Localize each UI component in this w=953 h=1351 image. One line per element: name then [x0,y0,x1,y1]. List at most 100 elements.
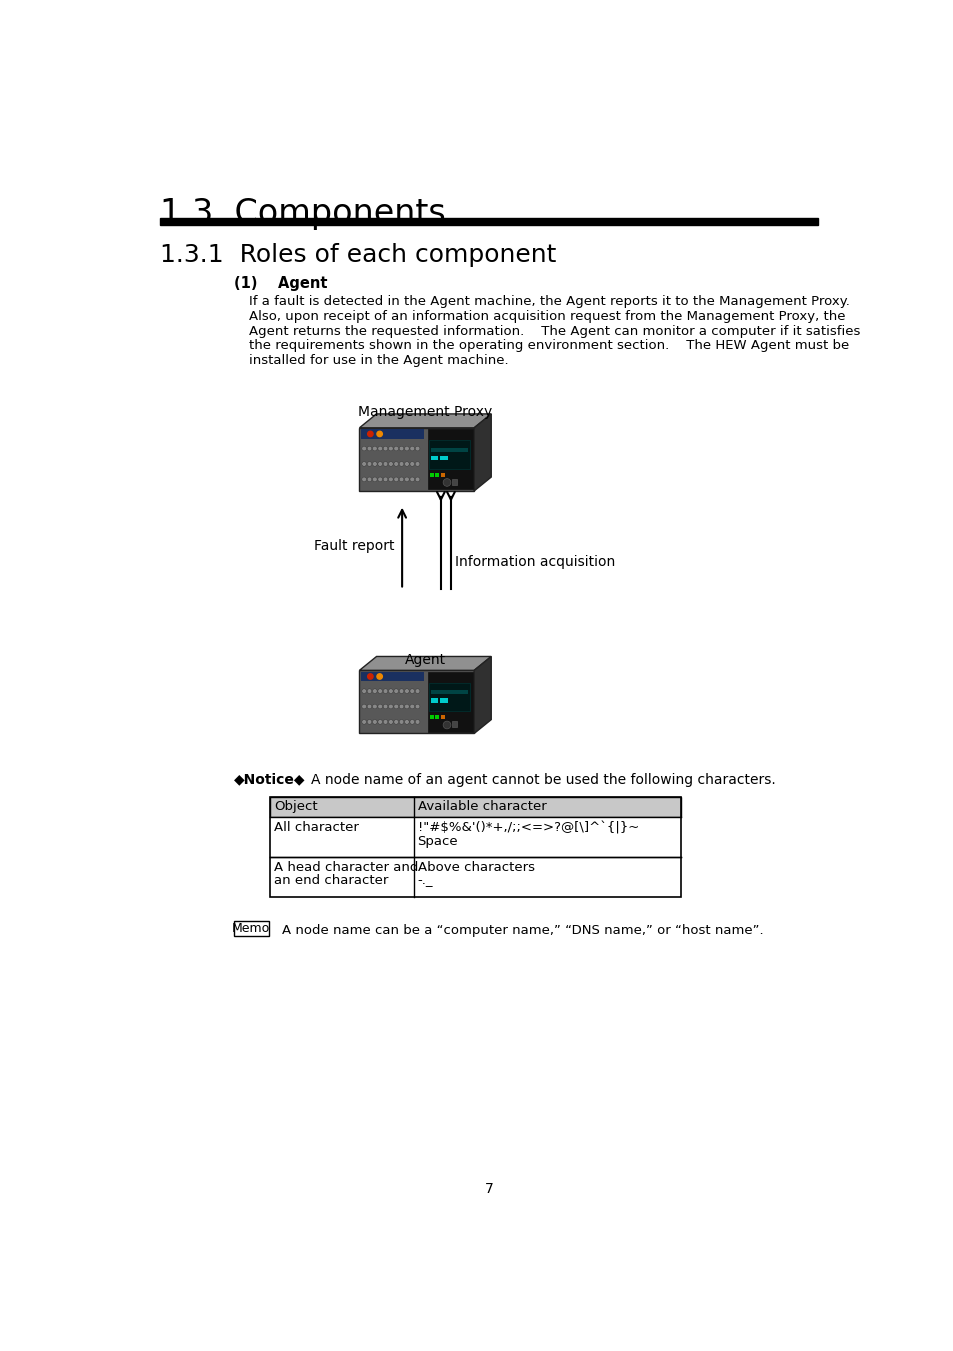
Circle shape [388,689,393,693]
Circle shape [398,689,403,693]
Circle shape [388,704,393,709]
Circle shape [394,704,398,709]
Circle shape [383,462,388,466]
Circle shape [376,674,382,680]
Circle shape [377,462,382,466]
Circle shape [398,477,403,482]
Circle shape [443,721,451,728]
Circle shape [383,477,388,482]
Text: All character: All character [274,821,358,834]
Circle shape [388,462,393,466]
Text: the requirements shown in the operating environment section.    The HEW Agent mu: the requirements shown in the operating … [249,339,848,353]
Circle shape [361,689,366,693]
Text: Also, upon receipt of an information acquisition request from the Management Pro: Also, upon receipt of an information acq… [249,309,844,323]
Text: Available character: Available character [417,800,546,813]
Circle shape [394,446,398,451]
Text: A node name of an agent cannot be used the following characters.: A node name of an agent cannot be used t… [311,773,776,786]
Text: Space: Space [417,835,457,848]
Bar [440,715,444,719]
Text: A node name can be a “computer name,” “DNS name,” or “host name”.: A node name can be a “computer name,” “D… [282,924,762,936]
Circle shape [410,446,415,451]
Circle shape [376,431,382,436]
Bar [270,797,680,897]
Circle shape [367,689,372,693]
Bar [451,721,456,727]
Circle shape [361,720,366,724]
Circle shape [372,462,376,466]
Circle shape [367,431,373,436]
Circle shape [361,462,366,466]
Circle shape [367,674,373,680]
Circle shape [372,446,376,451]
Bar [429,440,469,469]
Circle shape [404,689,409,693]
Circle shape [410,462,415,466]
Circle shape [377,477,382,482]
Circle shape [398,446,403,451]
Text: an end character: an end character [274,874,388,888]
Circle shape [377,720,382,724]
Circle shape [398,720,403,724]
Circle shape [394,720,398,724]
Bar [360,430,424,439]
Polygon shape [359,413,491,428]
Bar [435,473,438,477]
Circle shape [361,704,366,709]
Bar [270,857,680,897]
Bar [430,715,434,719]
Circle shape [383,446,388,451]
Bar [270,816,680,857]
Circle shape [367,446,372,451]
Circle shape [367,462,372,466]
Text: Information acquisition: Information acquisition [455,555,615,569]
Circle shape [415,704,419,709]
Text: 7: 7 [484,1182,493,1197]
Circle shape [404,477,409,482]
Circle shape [398,462,403,466]
Circle shape [388,720,393,724]
Bar [427,671,472,732]
Circle shape [367,704,372,709]
Text: 1.3.1  Roles of each component: 1.3.1 Roles of each component [159,243,556,267]
Circle shape [404,720,409,724]
Circle shape [377,704,382,709]
Bar [440,473,444,477]
Circle shape [394,477,398,482]
Text: 1.3  Components: 1.3 Components [159,197,445,230]
Circle shape [388,477,393,482]
Text: !"#$%&'()*+,/;;<=>?@[\]^`{|}~: !"#$%&'()*+,/;;<=>?@[\]^`{|}~ [417,821,639,834]
Circle shape [367,720,372,724]
Circle shape [361,477,366,482]
Circle shape [394,462,398,466]
Bar [429,684,469,712]
Bar [360,671,424,681]
Circle shape [415,446,419,451]
Circle shape [415,720,419,724]
Circle shape [443,478,451,486]
FancyBboxPatch shape [233,920,269,936]
Circle shape [404,446,409,451]
Circle shape [372,720,376,724]
Circle shape [394,689,398,693]
Text: Fault report: Fault report [314,539,394,554]
Bar [430,698,438,703]
Circle shape [377,689,382,693]
Text: installed for use in the Agent machine.: installed for use in the Agent machine. [249,354,508,367]
Circle shape [372,689,376,693]
Bar [430,690,468,694]
Text: Management Proxy: Management Proxy [358,405,492,419]
Text: Above characters: Above characters [417,862,534,874]
Bar [159,219,818,226]
Bar [359,428,474,490]
Bar [359,670,474,734]
Polygon shape [474,413,491,490]
Text: -._: -._ [417,874,433,888]
Bar [430,449,468,451]
Text: Agent returns the requested information.    The Agent can monitor a computer if : Agent returns the requested information.… [249,324,860,338]
Polygon shape [474,657,491,734]
Bar [439,698,447,703]
Bar [270,797,680,816]
Circle shape [372,477,376,482]
Circle shape [410,477,415,482]
Circle shape [398,704,403,709]
